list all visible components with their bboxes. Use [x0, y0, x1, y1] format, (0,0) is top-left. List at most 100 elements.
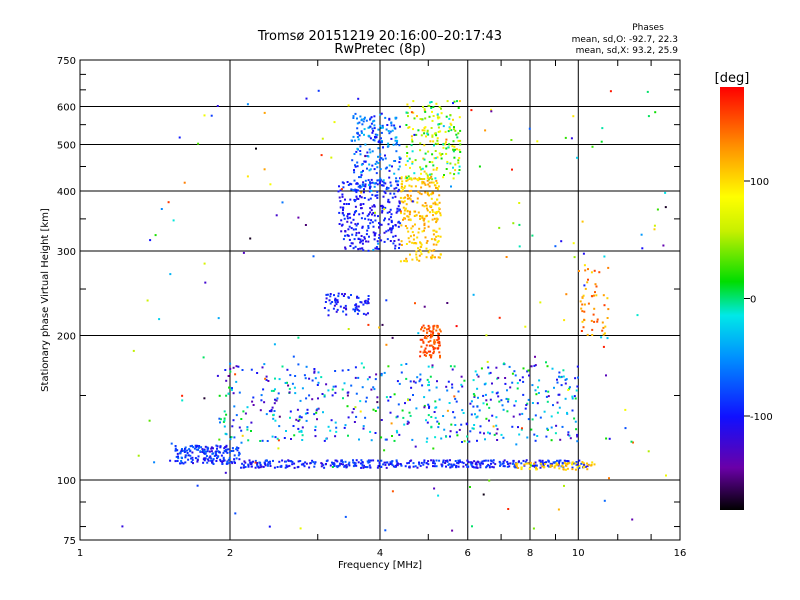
data-point	[346, 217, 349, 220]
data-point	[415, 242, 418, 245]
data-point	[419, 218, 422, 220]
data-point	[191, 451, 194, 454]
data-point	[437, 210, 440, 213]
data-point	[488, 465, 491, 467]
data-point	[603, 304, 606, 307]
data-point	[386, 124, 389, 126]
data-point	[547, 395, 550, 398]
data-point	[360, 207, 363, 210]
data-point	[632, 441, 634, 444]
data-point	[368, 187, 371, 190]
data-point	[521, 427, 523, 430]
data-point	[557, 463, 560, 466]
data-point	[487, 431, 489, 434]
x-tick-label: 8	[527, 548, 533, 559]
data-point	[219, 460, 222, 463]
data-point	[391, 336, 394, 339]
data-point	[422, 157, 425, 160]
data-point	[167, 201, 170, 204]
data-point	[250, 463, 253, 465]
data-point	[351, 233, 354, 236]
data-point	[354, 205, 357, 208]
data-point	[229, 370, 232, 373]
data-point	[278, 415, 281, 418]
data-point	[474, 370, 477, 373]
data-point	[400, 190, 403, 193]
data-point	[384, 463, 387, 466]
data-point	[459, 143, 462, 146]
data-point	[376, 183, 379, 186]
data-point	[331, 394, 334, 397]
data-point	[334, 385, 337, 388]
data-point	[472, 405, 475, 408]
data-point	[342, 310, 345, 313]
data-point	[367, 218, 370, 221]
data-point	[378, 139, 381, 142]
data-point	[455, 431, 458, 434]
data-point	[471, 427, 474, 430]
data-point	[435, 102, 438, 105]
data-point	[423, 178, 426, 180]
data-point	[584, 269, 587, 272]
data-point	[414, 445, 417, 448]
data-point	[380, 374, 383, 377]
data-point	[381, 323, 384, 326]
data-point	[427, 381, 430, 384]
data-point	[428, 330, 431, 332]
data-point	[452, 411, 455, 414]
data-point	[438, 194, 441, 197]
data-point	[576, 435, 579, 438]
data-point	[665, 474, 667, 477]
data-point	[303, 465, 306, 468]
data-point	[289, 374, 292, 377]
data-point	[500, 433, 503, 436]
data-point	[438, 123, 441, 126]
data-point	[448, 143, 451, 146]
data-point	[267, 380, 270, 382]
data-point	[472, 427, 475, 430]
data-point	[390, 462, 393, 465]
data-point	[356, 222, 359, 225]
data-point	[213, 455, 216, 457]
data-point	[381, 141, 383, 143]
data-point	[436, 326, 439, 329]
data-point	[574, 468, 577, 471]
data-point	[518, 460, 520, 463]
data-point	[425, 214, 428, 217]
data-point	[235, 448, 238, 451]
data-point	[433, 144, 435, 147]
data-point	[364, 185, 367, 188]
data-point	[252, 460, 254, 463]
data-point	[432, 168, 435, 171]
data-point	[432, 346, 435, 349]
data-point	[237, 447, 240, 450]
data-point	[600, 336, 603, 339]
data-point	[304, 224, 307, 226]
data-point	[297, 336, 300, 339]
data-point	[391, 196, 394, 199]
data-point	[478, 165, 481, 168]
data-point	[329, 295, 332, 298]
data-point	[453, 173, 456, 176]
data-point	[389, 130, 392, 133]
data-point	[428, 405, 431, 408]
data-point	[325, 297, 328, 300]
data-point	[299, 415, 301, 418]
data-point	[198, 445, 201, 447]
data-point	[434, 400, 437, 403]
data-point	[335, 310, 338, 313]
data-point	[473, 395, 476, 398]
data-point	[223, 410, 226, 413]
data-point	[390, 231, 393, 234]
data-point	[423, 158, 426, 161]
data-point	[479, 466, 482, 469]
data-point	[384, 217, 386, 220]
data-point	[369, 125, 372, 128]
data-point	[137, 454, 140, 457]
data-point	[364, 217, 367, 220]
data-point	[331, 466, 334, 468]
data-point	[574, 420, 577, 423]
data-point	[436, 380, 438, 383]
data-point	[372, 212, 375, 214]
data-point	[462, 465, 465, 468]
